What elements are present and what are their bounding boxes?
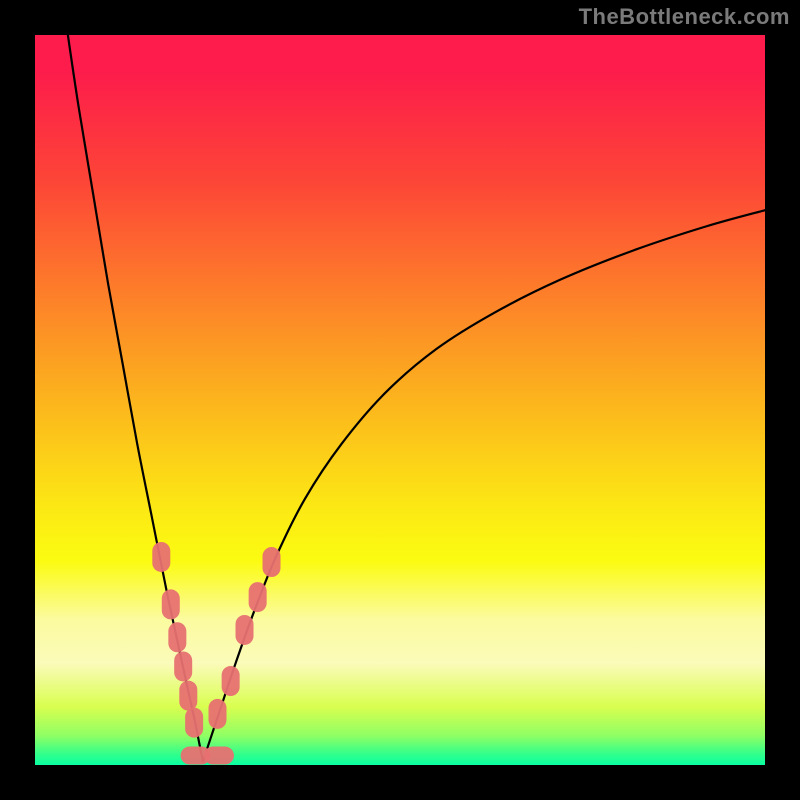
bottleneck-chart [0, 0, 800, 800]
marker-left [168, 622, 186, 652]
marker-left [185, 708, 203, 738]
marker-left [179, 681, 197, 711]
marker-left [162, 589, 180, 619]
marker-left [174, 651, 192, 681]
marker-right-low [222, 666, 240, 696]
marker-right [263, 547, 281, 577]
marker-right-low [209, 699, 227, 729]
marker-right [249, 582, 267, 612]
marker-left [152, 542, 170, 572]
chart-container: TheBottleneck.com [0, 0, 800, 800]
marker-right [236, 615, 254, 645]
marker-bottom [204, 747, 234, 765]
